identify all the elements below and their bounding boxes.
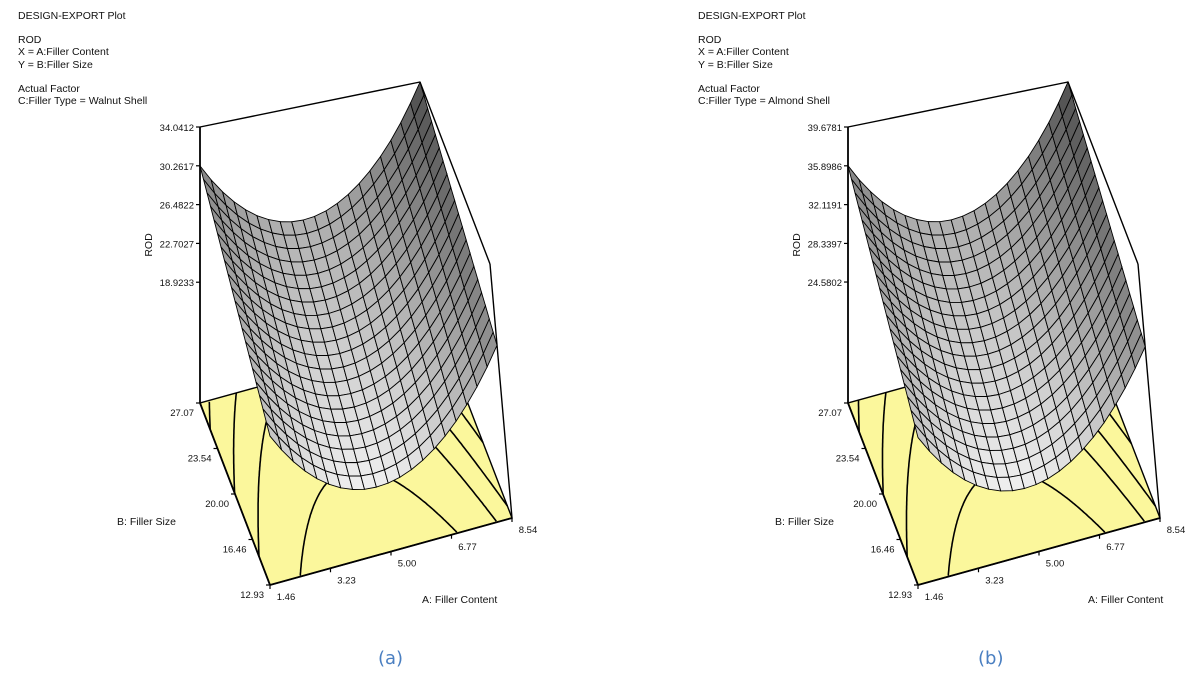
plot-title: DESIGN-EXPORT Plot bbox=[698, 10, 806, 22]
z-axis-tick-label: 28.3397 bbox=[808, 239, 842, 250]
box-top-back-edge bbox=[199, 81, 421, 128]
a-axis-tick-label: 8.54 bbox=[1167, 525, 1186, 536]
plot-title: DESIGN-EXPORT Plot bbox=[18, 10, 126, 22]
x-definition: X = A:Filler Content bbox=[18, 46, 109, 59]
a-axis-tick-label: 3.23 bbox=[985, 575, 1004, 586]
a-axis-tick-label: 6.77 bbox=[1106, 542, 1125, 553]
a-axis-tick-label: 1.46 bbox=[925, 592, 944, 603]
b-axis-tick-label: 20.00 bbox=[205, 499, 229, 510]
b-axis-title: B: Filler Size bbox=[117, 516, 176, 528]
a-axis-title: A: Filler Content bbox=[422, 594, 497, 606]
z-axis-tick-label: 22.7027 bbox=[160, 239, 194, 250]
factor-value: C:Filler Type = Almond Shell bbox=[698, 95, 830, 108]
box-front-right-edge bbox=[1137, 263, 1161, 519]
a-axis-title: A: Filler Content bbox=[1088, 594, 1163, 606]
contour-line bbox=[232, 392, 238, 494]
b-axis-title: B: Filler Size bbox=[775, 516, 834, 528]
a-axis-tick-label: 3.23 bbox=[337, 575, 356, 586]
b-axis-tick-label: 16.46 bbox=[871, 545, 895, 556]
a-axis-tick-label: 1.46 bbox=[277, 592, 296, 603]
surface-cell bbox=[1131, 332, 1146, 370]
z-axis-title: ROD bbox=[143, 233, 155, 257]
surface-plot-b: 1.46 3.23 5.00 6.77 8.54 12.93 16.46 20.00 23.54… bbox=[775, 80, 1186, 606]
z-axis-title: ROD bbox=[791, 233, 803, 257]
response-surface bbox=[199, 80, 498, 491]
b-axis-tick-label: 12.93 bbox=[240, 590, 264, 601]
box-front-right-edge bbox=[489, 263, 513, 519]
factor-value: C:Filler Type = Walnut Shell bbox=[18, 95, 148, 108]
b-axis-tick-label: 27.07 bbox=[818, 408, 842, 419]
factor-heading: Actual Factor bbox=[698, 82, 760, 95]
contour-line bbox=[857, 400, 860, 433]
box-top-right-edge bbox=[1067, 81, 1139, 265]
caption-a: (a) bbox=[378, 648, 404, 669]
factor-heading: Actual Factor bbox=[18, 82, 80, 95]
a-axis-tick-label: 5.00 bbox=[1046, 559, 1065, 570]
b-axis-tick-label: 27.07 bbox=[170, 408, 194, 419]
response-name: ROD bbox=[18, 34, 42, 47]
b-axis-tick-label: 12.93 bbox=[888, 590, 912, 601]
plot-header-b: DESIGN-EXPORT Plot ROD X = A:Filler Cont… bbox=[698, 10, 830, 107]
response-name: ROD bbox=[698, 34, 722, 47]
a-axis-tick-label: 6.77 bbox=[458, 542, 477, 553]
x-definition: X = A:Filler Content bbox=[698, 46, 789, 59]
caption-b: (b) bbox=[978, 648, 1004, 669]
y-definition: Y = B:Filler Size bbox=[698, 58, 773, 71]
b-axis-tick-label: 23.54 bbox=[188, 454, 212, 465]
a-axis-tick-label: 8.54 bbox=[519, 525, 538, 536]
surface-cell bbox=[482, 330, 498, 369]
b-axis-tick-label: 23.54 bbox=[836, 454, 860, 465]
z-axis-tick-label: 24.5802 bbox=[808, 278, 842, 289]
z-axis-tick-label: 18.9233 bbox=[160, 278, 194, 289]
box-top-right-edge bbox=[419, 81, 491, 265]
b-axis-tick-label: 16.46 bbox=[223, 545, 247, 556]
y-definition: Y = B:Filler Size bbox=[18, 58, 93, 71]
z-axis-tick-label: 26.4822 bbox=[160, 201, 194, 212]
contour-line bbox=[881, 392, 887, 495]
z-axis-tick-label: 30.2617 bbox=[160, 162, 194, 173]
z-axis-tick-label: 34.0412 bbox=[160, 123, 194, 134]
z-axis-tick-label: 32.1191 bbox=[808, 201, 842, 212]
b-axis-tick-label: 20.00 bbox=[853, 499, 877, 510]
plot-header-a: DESIGN-EXPORT Plot ROD X = A:Filler Cont… bbox=[18, 10, 147, 107]
contour-line bbox=[208, 401, 211, 430]
box-top-back-edge bbox=[847, 81, 1069, 128]
surface-plot-a: 1.46 3.23 5.00 6.77 8.54 12.93 16.46 20.00 23.54… bbox=[117, 80, 538, 606]
response-surface bbox=[847, 80, 1146, 492]
a-axis-tick-label: 5.00 bbox=[398, 559, 417, 570]
z-axis-tick-label: 39.6781 bbox=[808, 123, 842, 134]
z-axis-tick-label: 35.8986 bbox=[808, 162, 842, 173]
